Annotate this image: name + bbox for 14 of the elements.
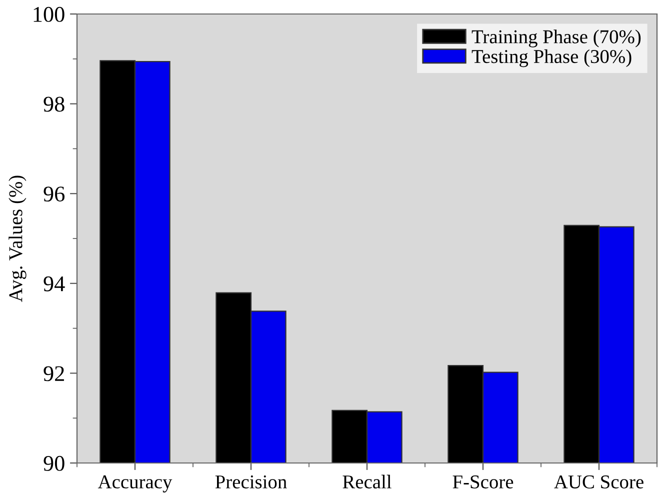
y-tick-label: 98: [44, 96, 64, 112]
y-tick-label: 90: [44, 456, 64, 471]
x-tick-label: F-Score: [452, 475, 514, 488]
legend-label: Training Phase (70%): [472, 30, 641, 48]
x-tick-label: AUC Score: [554, 475, 644, 488]
y-tick-label: 96: [44, 186, 65, 202]
y-tick-label: 100: [34, 6, 64, 22]
x-tick-label: Recall: [342, 474, 392, 488]
y-axis-title: Avg. Values (%): [8, 176, 26, 302]
x-tick-label: Precision: [215, 475, 287, 488]
y-tick-label: 92: [44, 366, 64, 382]
legend-label: Testing Phase (30%): [472, 49, 632, 68]
y-tick-label: 94: [44, 276, 65, 292]
x-tick-label: Accuracy: [98, 475, 172, 492]
